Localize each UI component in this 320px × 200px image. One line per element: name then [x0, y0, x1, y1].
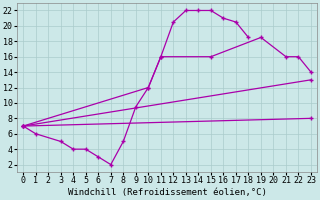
- X-axis label: Windchill (Refroidissement éolien,°C): Windchill (Refroidissement éolien,°C): [68, 188, 267, 197]
